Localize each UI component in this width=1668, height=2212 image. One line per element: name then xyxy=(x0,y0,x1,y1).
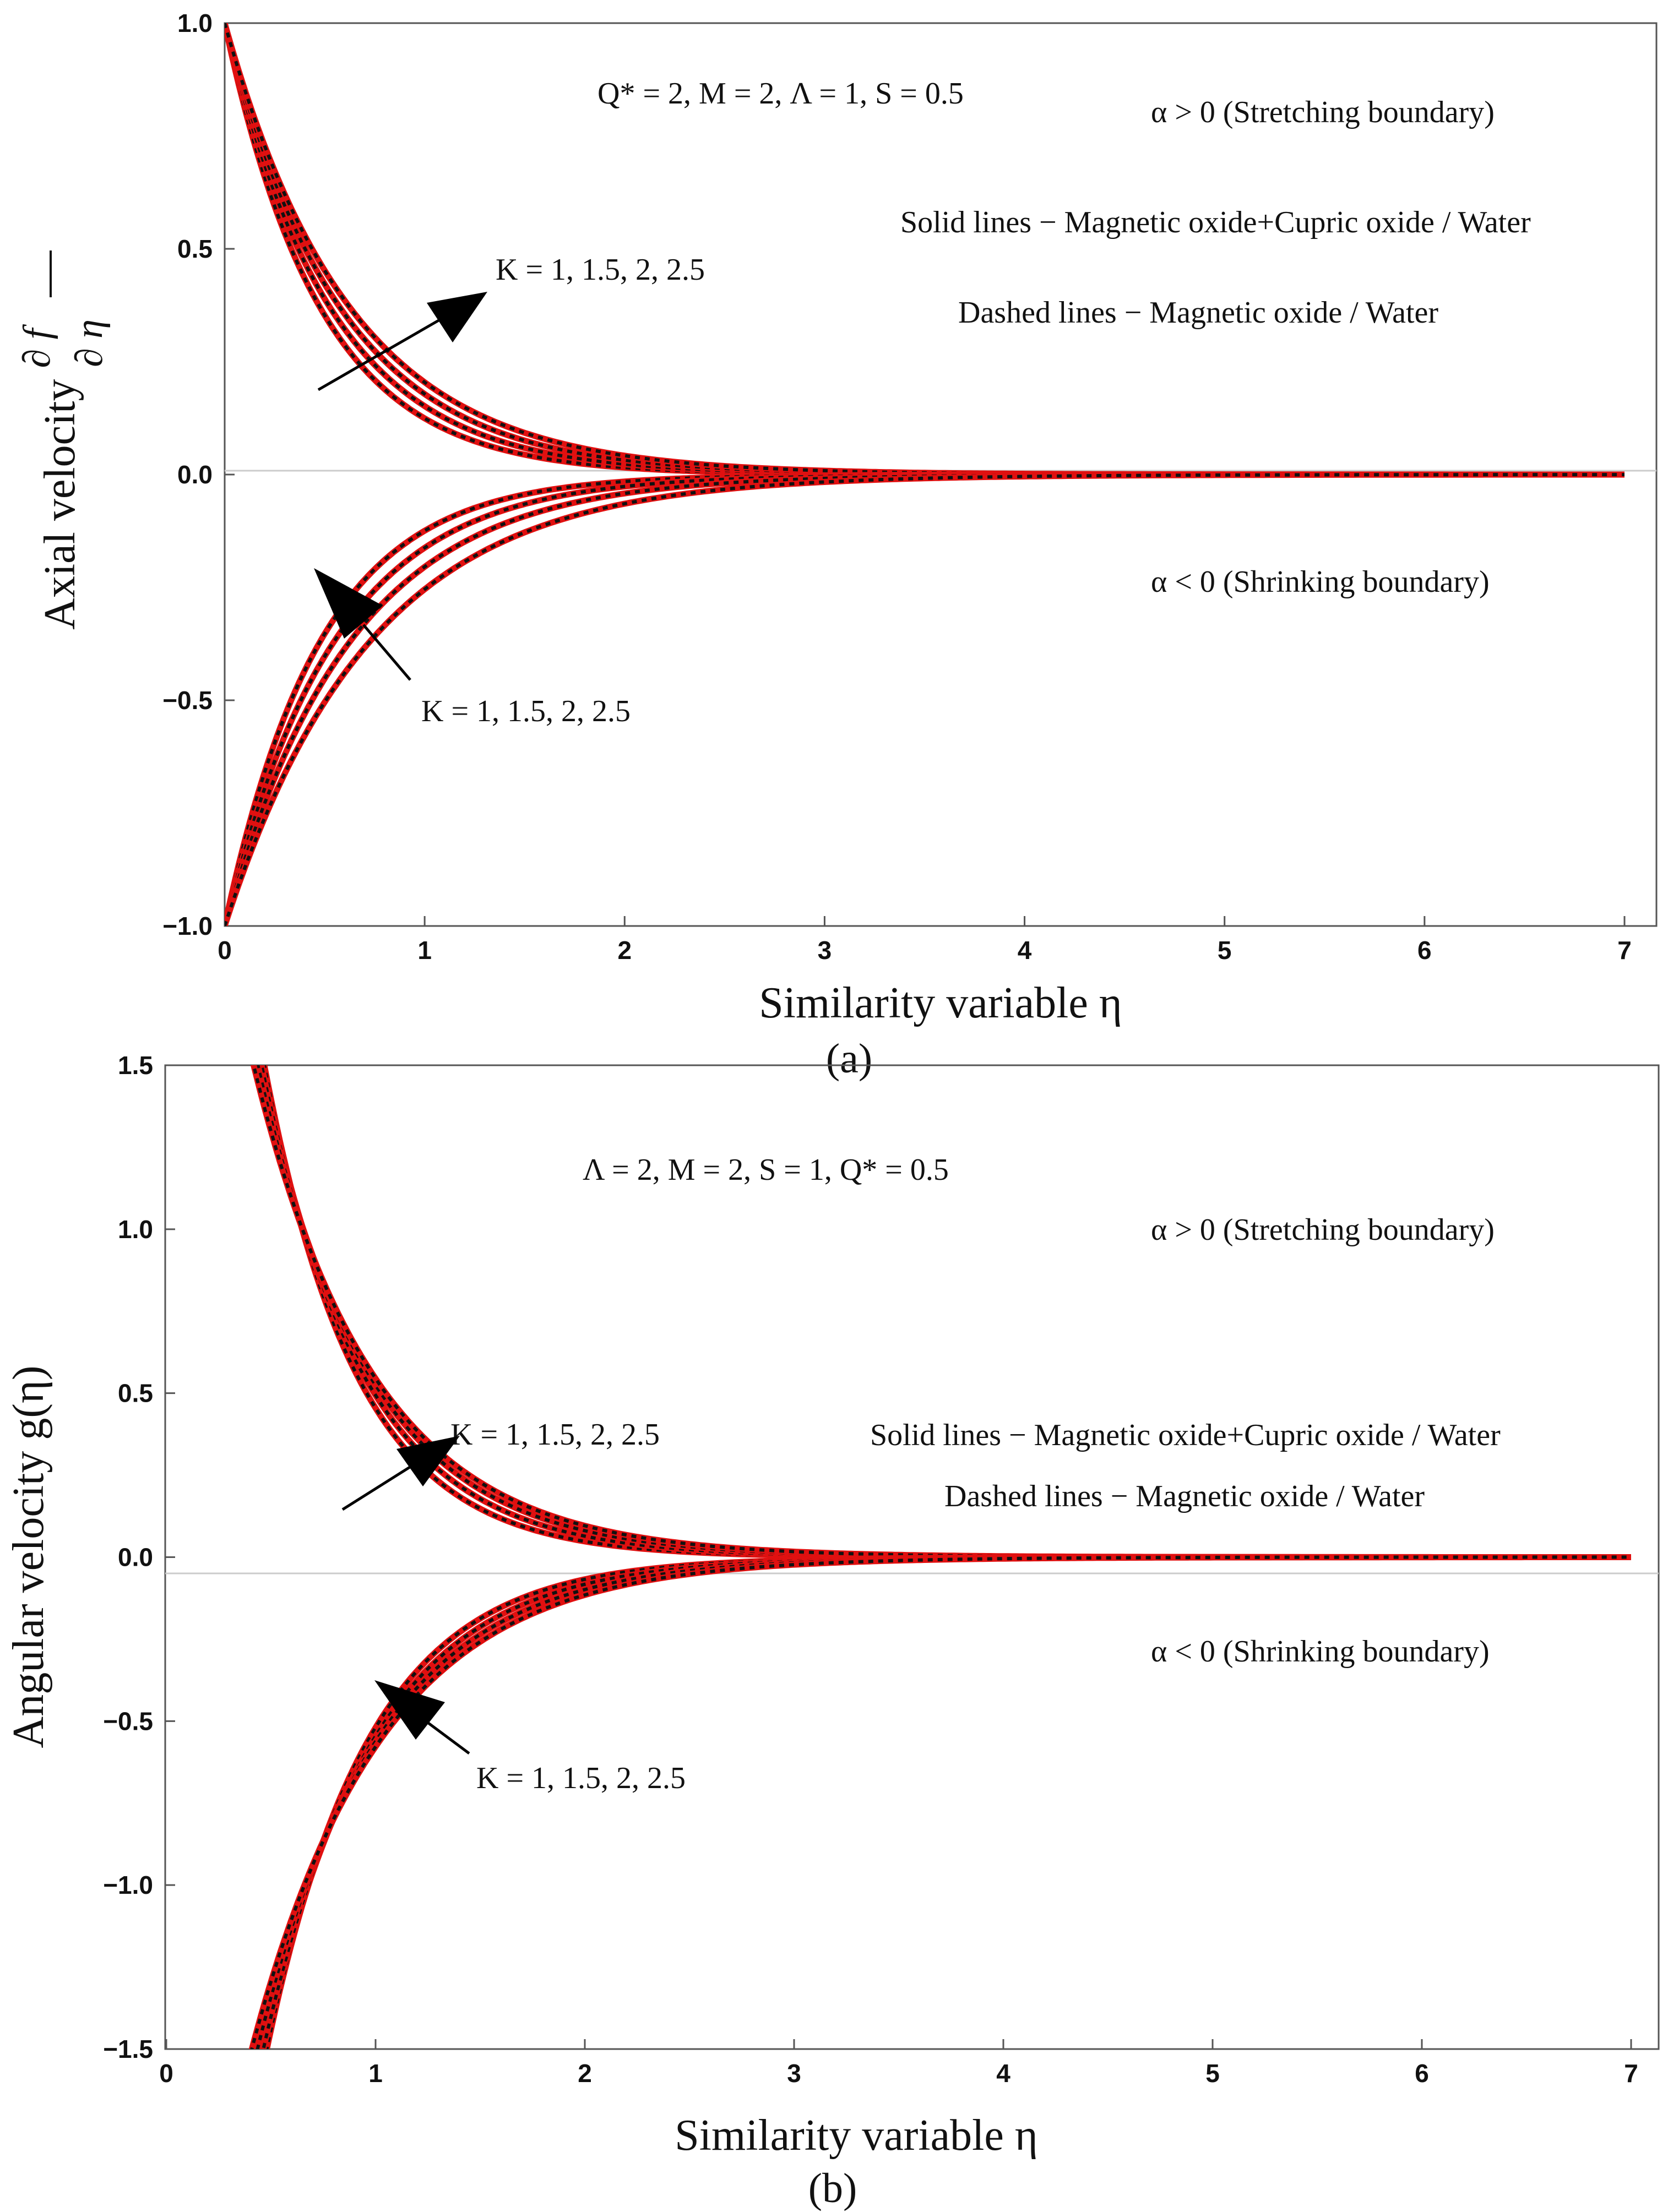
panel-b-ticks: 0 1 2 3 4 5 6 7 −1.5 −1.0 −0.5 0.0 0.5 1.0 1.5 xyxy=(103,1051,1638,2088)
panel-b-params: Λ = 2, M = 2, S = 1, Q* = 0.5 xyxy=(583,1153,949,1187)
panel-a-x-tick-label: 1 xyxy=(417,936,432,965)
panel-a-params: Q* = 2, M = 2, Λ = 1, S = 0.5 xyxy=(597,77,964,111)
panel-a-x-axis-title: Similarity variable η xyxy=(759,979,1122,1027)
panel-b-x-tick-label: 2 xyxy=(578,2059,592,2088)
panel-a-y-tick-label: 0.5 xyxy=(177,235,213,263)
panel-b-solid-series-3 xyxy=(250,1065,1631,1560)
panel-a-curves xyxy=(225,23,1624,926)
panel-b-y-tick-label: −0.5 xyxy=(103,1707,153,1735)
panel-b-x-tick-label: 5 xyxy=(1205,2059,1220,2088)
panel-b-y-tick-label: 1.0 xyxy=(118,1215,153,1244)
panel-b-solid-series-0 xyxy=(261,1065,1631,1560)
panel-b-y-tick-label: −1.5 xyxy=(103,2035,153,2063)
panel-a-x-tick-label: 5 xyxy=(1218,936,1232,965)
panel-a-y-tick-label: −0.5 xyxy=(162,686,213,715)
panel-a-y-tick-label: 1.0 xyxy=(177,9,213,37)
panel-a-y-title-text: Axial velocity xyxy=(36,368,84,629)
panel-b-y-tick-label: 0.0 xyxy=(118,1543,153,1572)
panel-b-k-lower-label: K = 1, 1.5, 2, 2.5 xyxy=(476,1761,686,1795)
panel-b-solid-series-2 xyxy=(254,1065,1631,1560)
panel-b-dashed-series-0 xyxy=(263,1065,1631,1559)
panel-b-label: (b) xyxy=(808,2165,857,2211)
panel-b-y-axis-title: Angular velocity g(η) xyxy=(4,1366,53,1748)
panel-b-y-tick-label: 0.5 xyxy=(118,1379,153,1408)
panel-a-dashed-legend: Dashed lines − Magnetic oxide / Water xyxy=(958,296,1438,330)
panel-a-x-tick-label: 7 xyxy=(1617,936,1632,965)
panel-b-upper-arrow xyxy=(341,1436,460,1511)
panel-b-x-tick-label: 7 xyxy=(1624,2059,1638,2088)
panel-b-dashed-legend: Dashed lines − Magnetic oxide / Water xyxy=(944,1479,1425,1513)
panel-a-x-tick-label: 2 xyxy=(617,936,632,965)
panel-a-stretching-label: α > 0 (Stretching boundary) xyxy=(1151,95,1495,129)
panel-b-x-tick-label: 1 xyxy=(368,2059,383,2088)
panel-a-x-tick-label: 6 xyxy=(1417,936,1432,965)
panel-b-curves xyxy=(248,1065,1631,2049)
panel-a-dashed-series-5 xyxy=(225,473,1624,926)
panel-a-y-tick-label: −1.0 xyxy=(162,912,213,940)
panel-b-x-tick-label: 0 xyxy=(159,2059,173,2088)
panel-b-x-tick-label: 6 xyxy=(1415,2059,1429,2088)
panel-b: 0 1 2 3 4 5 6 7 −1.5 −1.0 −0.5 0.0 0.5 1.0 1.5 Λ = 2, … xyxy=(4,1051,1660,2211)
panel-b-dashed-series-3 xyxy=(252,1065,1631,1559)
panel-a-solid-legend: Solid lines − Magnetic oxide+Cupric oxid… xyxy=(900,205,1531,239)
panel-b-stretching-label: α > 0 (Stretching boundary) xyxy=(1151,1213,1495,1247)
panel-b-y-tick-label: −1.0 xyxy=(103,1871,153,1899)
panel-a-x-tick-label: 3 xyxy=(818,936,832,965)
panel-b-x-tick-label: 3 xyxy=(787,2059,801,2088)
panel-a-ticks: 0 1 2 3 4 5 6 7 −1.0 −0.5 0.0 0.5 1.0 xyxy=(162,9,1632,965)
panel-a-k-lower-label: K = 1, 1.5, 2, 2.5 xyxy=(421,694,631,728)
panel-b-k-upper-label: K = 1, 1.5, 2, 2.5 xyxy=(450,1418,660,1452)
panel-b-dashed-series-2 xyxy=(256,1065,1631,1559)
panel-a-shrinking-label: α < 0 (Shrinking boundary) xyxy=(1151,565,1490,599)
panel-a-upper-arrow xyxy=(317,292,487,391)
panel-a-k-upper-label: K = 1, 1.5, 2, 2.5 xyxy=(496,253,705,287)
panel-b-dashed-series-1 xyxy=(260,1065,1631,1559)
panel-a-dashed-series-7 xyxy=(225,473,1624,926)
svg-text:Axial velocity ∂ f∂ η: Axial velocity ∂ f ∂ η xyxy=(16,319,111,630)
panel-b-x-axis-title: Similarity variable η xyxy=(675,2111,1037,2160)
panel-a-lower-arrow xyxy=(314,568,411,681)
panel-a: 0 1 2 3 4 5 6 7 −1.0 −0.5 0.0 0.5 1.0 Q* = 2, M = 2,… xyxy=(16,9,1658,1082)
panel-a-label: (a) xyxy=(826,1036,872,1082)
panel-b-shrinking-label: α < 0 (Shrinking boundary) xyxy=(1151,1635,1490,1669)
panel-a-y-tick-label: 0.0 xyxy=(177,460,213,489)
panel-b-y-tick-label: 1.5 xyxy=(118,1051,153,1080)
panel-a-x-tick-label: 4 xyxy=(1018,936,1032,965)
panel-a-x-tick-label: 0 xyxy=(218,936,232,965)
panel-b-solid-series-1 xyxy=(258,1065,1631,1560)
panel-b-solid-legend: Solid lines − Magnetic oxide+Cupric oxid… xyxy=(870,1418,1501,1452)
panel-b-lower-arrow xyxy=(374,1680,470,1755)
panel-a-y-axis-title: Axial velocity ∂ f ∂ η xyxy=(16,319,111,630)
panel-b-x-tick-label: 4 xyxy=(996,2059,1010,2088)
